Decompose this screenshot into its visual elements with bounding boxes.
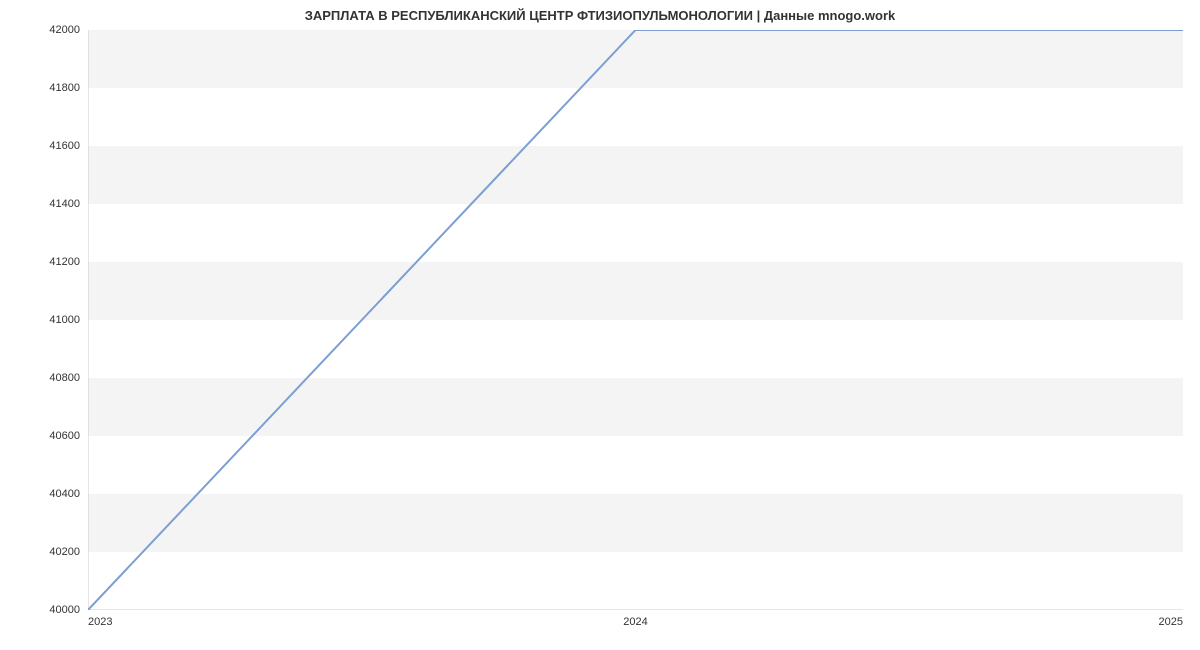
y-tick-label: 40800 xyxy=(20,372,80,384)
y-tick-label: 40000 xyxy=(20,604,80,616)
y-tick-label: 41400 xyxy=(20,198,80,210)
y-tick-label: 41600 xyxy=(20,140,80,152)
chart-container: ЗАРПЛАТА В РЕСПУБЛИКАНСКИЙ ЦЕНТР ФТИЗИОП… xyxy=(0,0,1200,650)
y-tick-label: 40400 xyxy=(20,488,80,500)
x-tick-label: 2024 xyxy=(623,616,647,628)
y-tick-label: 41000 xyxy=(20,314,80,326)
y-tick-label: 40200 xyxy=(20,546,80,558)
y-tick-label: 41800 xyxy=(20,82,80,94)
y-tick-label: 42000 xyxy=(20,24,80,36)
x-tick-label: 2023 xyxy=(88,616,112,628)
plot-area xyxy=(88,30,1183,610)
chart-svg xyxy=(88,30,1183,610)
x-tick-label: 2025 xyxy=(1159,616,1183,628)
y-tick-label: 40600 xyxy=(20,430,80,442)
y-tick-label: 41200 xyxy=(20,256,80,268)
chart-title: ЗАРПЛАТА В РЕСПУБЛИКАНСКИЙ ЦЕНТР ФТИЗИОП… xyxy=(0,8,1200,23)
